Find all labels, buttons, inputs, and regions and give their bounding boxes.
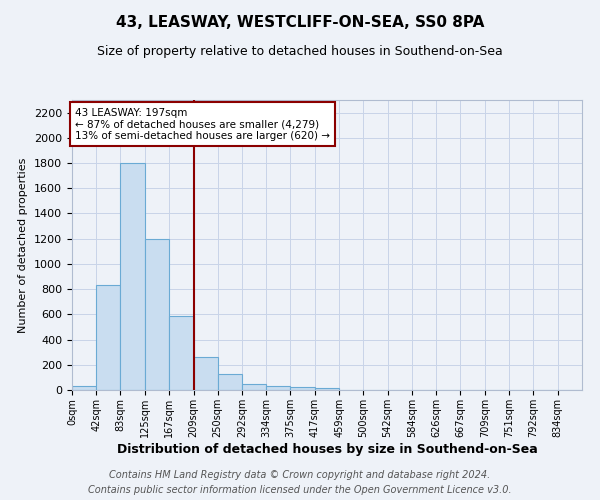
Bar (145, 238, 169, 390)
Bar (315, 388, 339, 390)
Text: 43 LEASWAY: 197sqm
← 87% of detached houses are smaller (4,279)
13% of semi-deta: 43 LEASWAY: 197sqm ← 87% of detached hou… (75, 108, 330, 141)
Text: Size of property relative to detached houses in Southend-on-Sea: Size of property relative to detached ho… (97, 45, 503, 58)
Y-axis label: Number of detached properties: Number of detached properties (19, 158, 28, 332)
Text: Contains public sector information licensed under the Open Government Licence v3: Contains public sector information licen… (88, 485, 512, 495)
Text: Contains HM Land Registry data © Crown copyright and database right 2024.: Contains HM Land Registry data © Crown c… (109, 470, 491, 480)
X-axis label: Distribution of detached houses by size in Southend-on-Sea: Distribution of detached houses by size … (116, 442, 538, 456)
Bar (169, 316, 194, 390)
Bar (290, 388, 315, 390)
Bar (218, 374, 242, 390)
Bar (194, 357, 218, 390)
Text: 43, LEASWAY, WESTCLIFF-ON-SEA, SS0 8PA: 43, LEASWAY, WESTCLIFF-ON-SEA, SS0 8PA (116, 15, 484, 30)
Bar (242, 384, 266, 390)
Bar (97, 286, 121, 390)
Bar (121, 163, 145, 390)
Bar (72, 386, 97, 390)
Bar (266, 386, 290, 390)
